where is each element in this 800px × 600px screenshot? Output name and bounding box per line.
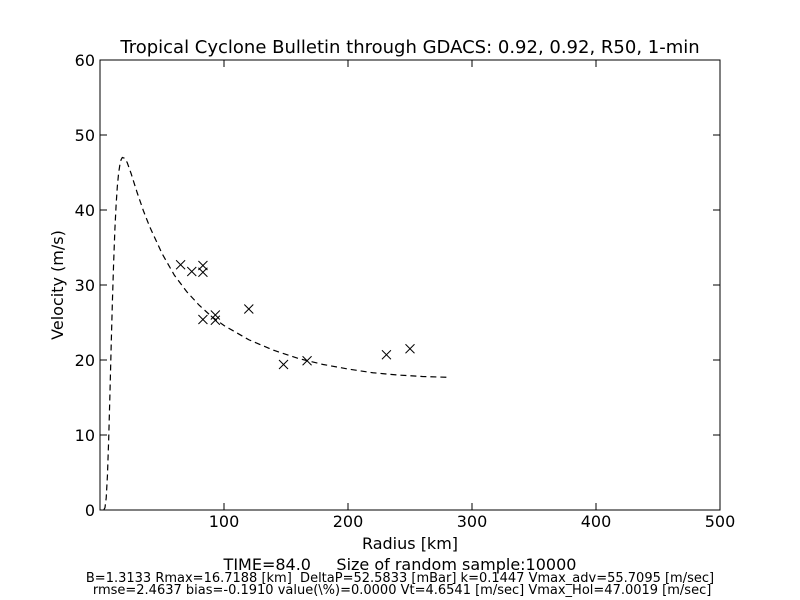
observation-point bbox=[381, 349, 392, 360]
y-tick-label: 10 bbox=[75, 426, 95, 445]
footer-stats-line: rmse=2.4637 bias=-0.1910 value(\%)=0.000… bbox=[89, 583, 712, 598]
observation-point bbox=[198, 260, 208, 271]
chart-title: Tropical Cyclone Bulletin through GDACS:… bbox=[119, 37, 699, 58]
observation-point bbox=[210, 310, 221, 320]
footer-params-line: B=1.3133 Rmax=16.7188 [km] DeltaP=52.583… bbox=[86, 571, 714, 586]
x-axis-ticks: 100 200 300 400 500 bbox=[209, 60, 736, 531]
y-tick-label: 60 bbox=[75, 51, 95, 70]
observation-point bbox=[175, 259, 186, 270]
y-tick-label: 40 bbox=[75, 201, 95, 220]
model-curve-line bbox=[103, 156, 448, 511]
x-tick-label: 400 bbox=[581, 512, 612, 531]
footer-time-sample: TIME=84.0 Size of random sample:10000 bbox=[223, 555, 577, 574]
y-axis-ticks: 0 10 20 30 40 50 60 bbox=[75, 51, 720, 520]
observation-point bbox=[198, 267, 208, 278]
y-tick-label: 20 bbox=[75, 351, 95, 370]
observation-point bbox=[405, 343, 415, 354]
y-tick-label: 30 bbox=[75, 276, 95, 295]
observation-point bbox=[278, 359, 289, 370]
x-tick-label: 300 bbox=[457, 512, 488, 531]
x-tick-label: 100 bbox=[209, 512, 240, 531]
observation-point bbox=[243, 304, 254, 314]
x-tick-label: 500 bbox=[705, 512, 736, 531]
y-axis-label: Velocity (m/s) bbox=[48, 230, 67, 340]
observation-point bbox=[198, 314, 208, 325]
x-tick-label: 200 bbox=[333, 512, 364, 531]
y-tick-label: 0 bbox=[85, 501, 95, 520]
plot-content bbox=[103, 156, 448, 511]
y-tick-label: 50 bbox=[75, 126, 95, 145]
x-axis-label: Radius [km] bbox=[362, 534, 458, 553]
observation-point bbox=[186, 266, 197, 277]
plot-frame bbox=[99, 59, 721, 511]
